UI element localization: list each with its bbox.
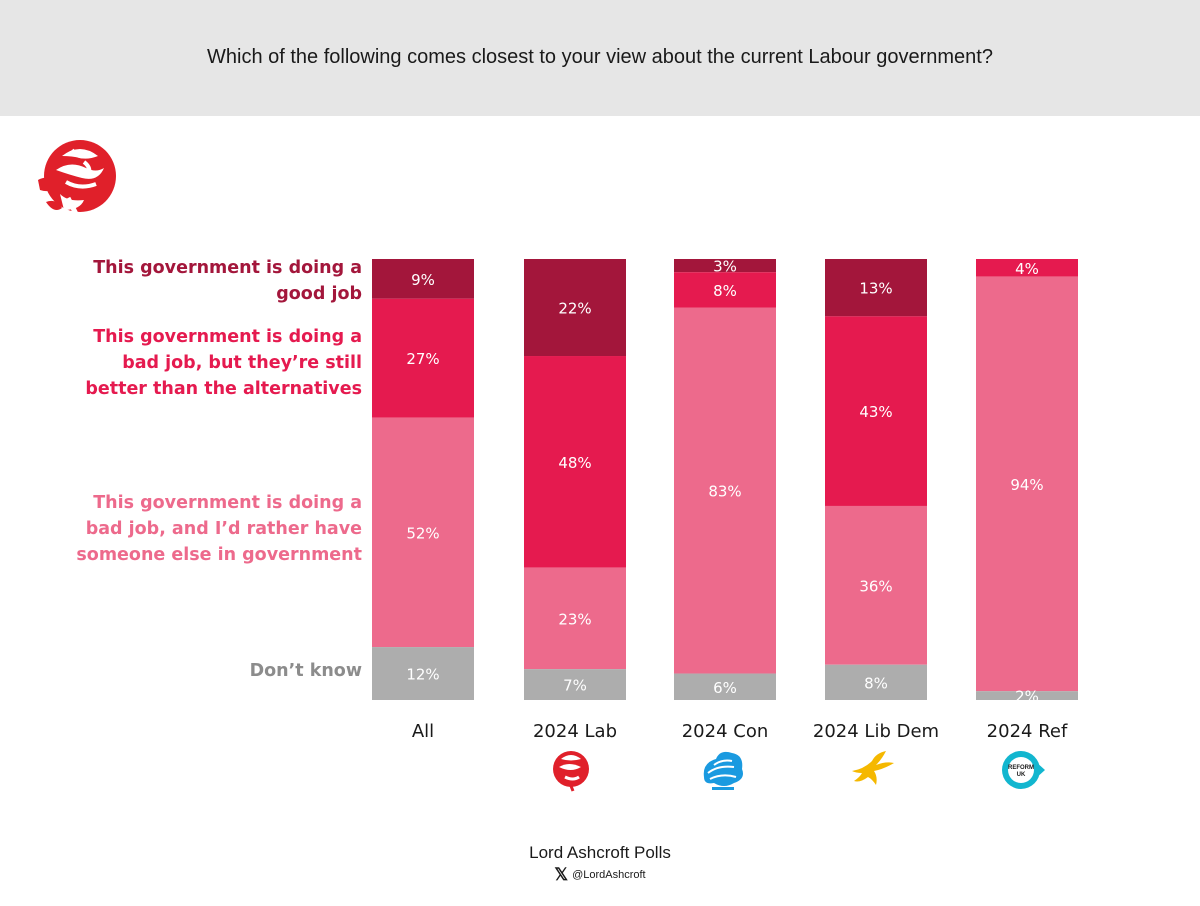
bar-segment-2024-lib-dem-s1 — [825, 316, 927, 506]
bar-segment-2024-con-s1 — [674, 272, 776, 308]
legend-good-job: This government is doing a good job — [93, 258, 362, 304]
data-label-2024-lab-s3: 7% — [563, 677, 587, 695]
x-logo-icon: 𝕏 — [554, 865, 569, 884]
bar-segment-2024-con-s3 — [674, 673, 776, 700]
category-label-2024-lib-dem: 2024 Lib Dem — [813, 721, 939, 742]
data-label-all-s0: 9% — [411, 271, 435, 289]
data-label-2024-lab-s1: 48% — [558, 454, 591, 472]
bar-segment-2024-con-s0 — [674, 259, 776, 273]
bar-segment-all-s1 — [372, 298, 474, 418]
footer-handle: @LordAshcroft — [572, 869, 646, 881]
bar-segment-2024-lab-s0 — [524, 259, 626, 357]
header-band: Which of the following comes closest to … — [0, 0, 1200, 116]
bar-segment-2024-ref-s1 — [976, 259, 1078, 277]
bar-segment-all-s2 — [372, 417, 474, 648]
bar-segment-2024-lib-dem-s3 — [825, 664, 927, 700]
category-label-all: All — [412, 721, 434, 742]
data-label-all-s1: 27% — [406, 350, 439, 368]
footer-pollster-name: Lord Ashcroft Polls — [529, 843, 671, 862]
data-label-2024-lib-dem-s1: 43% — [859, 403, 892, 421]
legend-bad-but-better: This government is doing a bad job, but … — [85, 327, 362, 399]
legend-dont-know: Don’t know — [249, 661, 362, 681]
data-label-2024-con-s3: 6% — [713, 679, 737, 697]
data-label-2024-con-s1: 8% — [713, 282, 737, 300]
bar-segment-2024-lib-dem-s0 — [825, 259, 927, 317]
labour-rose-icon — [553, 751, 589, 792]
reform-uk-icon-text: REFORM UK — [1008, 765, 1034, 778]
bar-segment-all-s3 — [372, 647, 474, 700]
conservative-tree-icon — [703, 751, 743, 790]
bar-segment-2024-lab-s2 — [524, 567, 626, 670]
labour-rose-logo-icon — [38, 140, 116, 220]
category-label-2024-ref: 2024 Ref — [987, 721, 1068, 742]
bar-segment-2024-ref-s3 — [976, 691, 1078, 700]
libdem-bird-icon — [852, 751, 894, 785]
bar-segment-all-s0 — [372, 259, 474, 299]
bar-segment-2024-con-s2 — [674, 307, 776, 674]
data-label-2024-lib-dem-s3: 8% — [864, 674, 888, 692]
data-label-2024-con-s0: 3% — [713, 258, 737, 276]
reform-uk-icon: REFORM UK — [1002, 751, 1045, 789]
category-label-2024-con: 2024 Con — [682, 721, 769, 742]
category-label-2024-lab: 2024 Lab — [533, 721, 617, 742]
data-label-2024-ref-s2: 94% — [1010, 476, 1043, 494]
data-label-2024-con-s2: 83% — [708, 483, 741, 501]
bar-segment-2024-lab-s1 — [524, 356, 626, 568]
bar-segment-2024-lib-dem-s2 — [825, 505, 927, 665]
data-label-all-s2: 52% — [406, 524, 439, 542]
data-label-2024-ref-s1: 4% — [1015, 260, 1039, 278]
bar-segment-2024-ref-s2 — [976, 276, 1078, 692]
data-label-2024-ref-s3: 2% — [1015, 688, 1039, 706]
legend-bad-rather-else: This government is doing a bad job, and … — [76, 493, 362, 565]
bar-segment-2024-lab-s3 — [524, 669, 626, 700]
data-label-2024-lab-s0: 22% — [558, 300, 591, 318]
data-label-all-s3: 12% — [406, 666, 439, 684]
data-label-2024-lib-dem-s2: 36% — [859, 577, 892, 595]
footer-handle-row: 𝕏 @LordAshcroft — [0, 865, 1200, 885]
data-label-2024-lib-dem-s0: 13% — [859, 280, 892, 298]
data-label-2024-lab-s2: 23% — [558, 610, 591, 628]
chart-title: Which of the following comes closest to … — [207, 46, 993, 68]
